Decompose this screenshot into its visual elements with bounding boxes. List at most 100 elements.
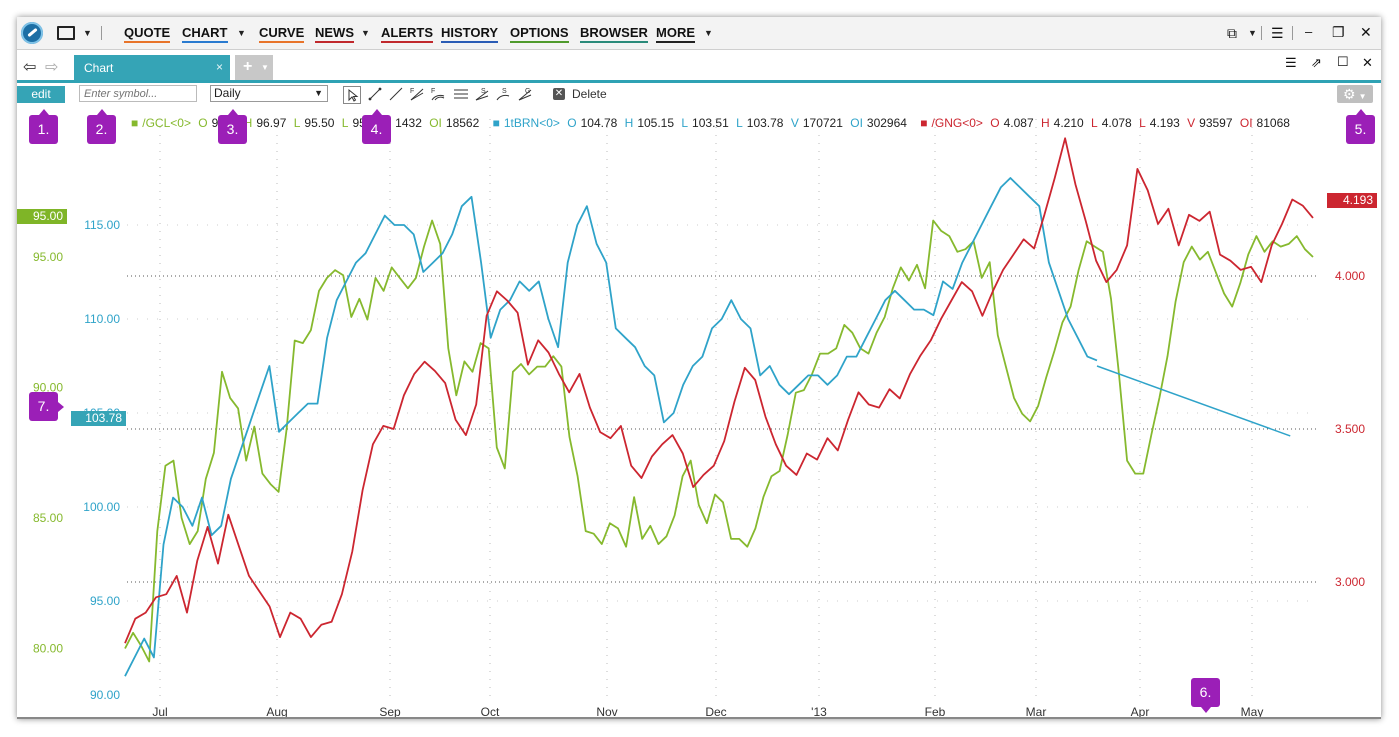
hamburger-menu-icon[interactable]: ☰ [1271, 25, 1284, 41]
legend-gng-v: 93597 [1199, 116, 1233, 130]
menu-item-alerts[interactable]: ALERTS [381, 25, 433, 43]
menu-item-curve[interactable]: CURVE [259, 25, 305, 43]
x-axis-month-label: Dec [705, 705, 726, 717]
blue-axis-tick-label: 90.00 [90, 688, 120, 702]
legend-brn-oi: 302964 [866, 116, 907, 130]
legend-gcl-l-label: L [293, 116, 301, 130]
x-axis-month-label: Sep [379, 705, 401, 717]
delete-icon[interactable]: ✕ [553, 88, 565, 100]
svg-text:G: G [525, 88, 530, 95]
add-tab-caret-icon[interactable]: ▼ [261, 63, 269, 72]
trendline-tool-icon[interactable] [367, 86, 383, 102]
trendline-drawing [1096, 365, 1291, 437]
tab-close-icon[interactable]: × [215, 60, 223, 74]
callout-badge-7: 7. [29, 392, 64, 421]
add-tab-button[interactable]: + ▼ [235, 55, 273, 80]
close-window-icon[interactable]: ✕ [1360, 24, 1372, 40]
close-tab-panel-icon[interactable]: ✕ [1362, 55, 1373, 70]
red-axis-tick-label: 3.000 [1335, 575, 1365, 589]
minimize-icon[interactable]: – [1305, 24, 1313, 39]
green-axis-tick-label: 90.00 [33, 381, 63, 395]
tab-chart-label: Chart [84, 61, 114, 75]
menu-separator [101, 26, 102, 40]
legend-brn-o-label: O [567, 116, 577, 130]
gcl-last-value-tag: 95.00 [17, 209, 67, 224]
legend-brn-h-label: H [624, 116, 634, 130]
delete-button[interactable]: Delete [572, 87, 607, 101]
menu-separator-right [1261, 26, 1262, 40]
series-line-/GCL<0> [124, 219, 1314, 663]
new-window-icon[interactable] [57, 26, 75, 40]
legend-gng-o-label: O [990, 116, 1000, 130]
callout-badge-4: 4. [362, 109, 391, 144]
app-window: ▼ QUOTE CHART CURVE NEWS ALERTS HISTORY OPTION… [17, 17, 1381, 719]
menu-item-browser[interactable]: BROWSER [580, 25, 648, 43]
symbol-input[interactable] [79, 85, 197, 102]
maximize-icon[interactable]: ☐ [1337, 54, 1349, 69]
fibonacci-fan-icon[interactable]: F [409, 86, 425, 102]
red-axis-tick-label: 4.000 [1335, 269, 1365, 283]
layout-icon[interactable]: ⧉ [1227, 25, 1237, 41]
speed-fan-icon[interactable]: S [474, 86, 490, 102]
gear-icon: ⚙ [1343, 86, 1356, 102]
period-select[interactable]: Daily ▼ [210, 85, 328, 102]
back-arrow-icon[interactable]: ⇦ [23, 59, 37, 76]
legend-gng-l: 4.078 [1101, 116, 1132, 130]
line-tool-icon[interactable] [388, 86, 404, 102]
legend-gcl-oi-label: OI [429, 116, 442, 130]
menu-item-quote[interactable]: QUOTE [124, 25, 171, 43]
legend-brn-name[interactable]: 1tBRN<0> [503, 116, 560, 130]
legend-brn-v-label: V [790, 116, 799, 130]
more-caret-icon[interactable]: ▼ [704, 28, 713, 38]
legend-gcl-l: 95.50 [304, 116, 335, 130]
blue-axis-tick-label: 115.00 [84, 218, 120, 232]
legend-brn-marker: ■ [492, 116, 500, 130]
legend-gng-l-label: L [1091, 116, 1098, 130]
legend-brn-o: 104.78 [580, 116, 618, 130]
legend-gcl-name[interactable]: /GCL<0> [142, 116, 191, 130]
legend-brn-oi-label: OI [850, 116, 863, 130]
x-axis-month-label: Jul [152, 705, 167, 717]
legend-gcl-l2-label: L [341, 116, 349, 130]
app-logo-icon[interactable] [21, 22, 43, 44]
edit-button[interactable]: edit [17, 86, 65, 103]
x-axis-month-label: Aug [266, 705, 287, 717]
price-chart[interactable]: 95.0090.0085.0080.00115.00110.00105.0010… [17, 109, 1381, 717]
forward-arrow-icon[interactable]: ⇨ [45, 59, 59, 76]
x-axis-month-label: May [1241, 705, 1264, 717]
new-window-caret-icon[interactable]: ▼ [83, 28, 92, 38]
legend-brn-l-label: L [681, 116, 689, 130]
menu-item-history[interactable]: HISTORY [441, 25, 499, 43]
layout-caret-icon[interactable]: ▼ [1248, 28, 1257, 38]
brn-last-value-tag: 103.78 [71, 411, 126, 426]
gann-fan-icon[interactable]: G [517, 86, 533, 102]
tab-chart[interactable]: Chart × [74, 55, 230, 80]
legend-gng-name[interactable]: /GNG<0> [931, 116, 983, 130]
chart-caret-icon[interactable]: ▼ [237, 28, 246, 38]
restore-icon[interactable]: ❐ [1332, 24, 1345, 40]
popout-icon[interactable]: ⇗ [1311, 55, 1322, 70]
legend-gcl-h: 96.97 [256, 116, 287, 130]
menu-item-more[interactable]: MORE [656, 25, 695, 43]
menu-item-chart[interactable]: CHART [182, 25, 228, 43]
green-axis-tick-label: 95.00 [33, 250, 63, 264]
legend-gng-oi: 81068 [1256, 116, 1290, 130]
svg-text:S: S [481, 88, 486, 95]
tab-menu-icon[interactable]: ☰ [1285, 55, 1297, 70]
select-pointer-icon[interactable] [343, 86, 361, 104]
x-axis-month-label: Oct [481, 705, 500, 717]
menu-item-options[interactable]: OPTIONS [510, 25, 569, 43]
legend-brn-l: 103.51 [692, 116, 729, 130]
settings-gear-button[interactable]: ⚙ ▼ [1337, 85, 1373, 103]
svg-text:F: F [431, 88, 435, 95]
add-tab-icon: + [243, 58, 253, 75]
legend-gng-l2: 4.193 [1149, 116, 1180, 130]
speed-arc-icon[interactable]: S [495, 86, 511, 102]
series-line-/GNG<0> [124, 137, 1314, 644]
legend-gng-v-label: V [1187, 116, 1196, 130]
svg-text:F: F [410, 88, 414, 95]
menu-item-news[interactable]: NEWS [315, 25, 354, 43]
fibonacci-retracement-icon[interactable] [453, 86, 469, 102]
fibonacci-arc-icon[interactable]: F [430, 86, 446, 102]
news-caret-icon[interactable]: ▼ [361, 28, 370, 38]
